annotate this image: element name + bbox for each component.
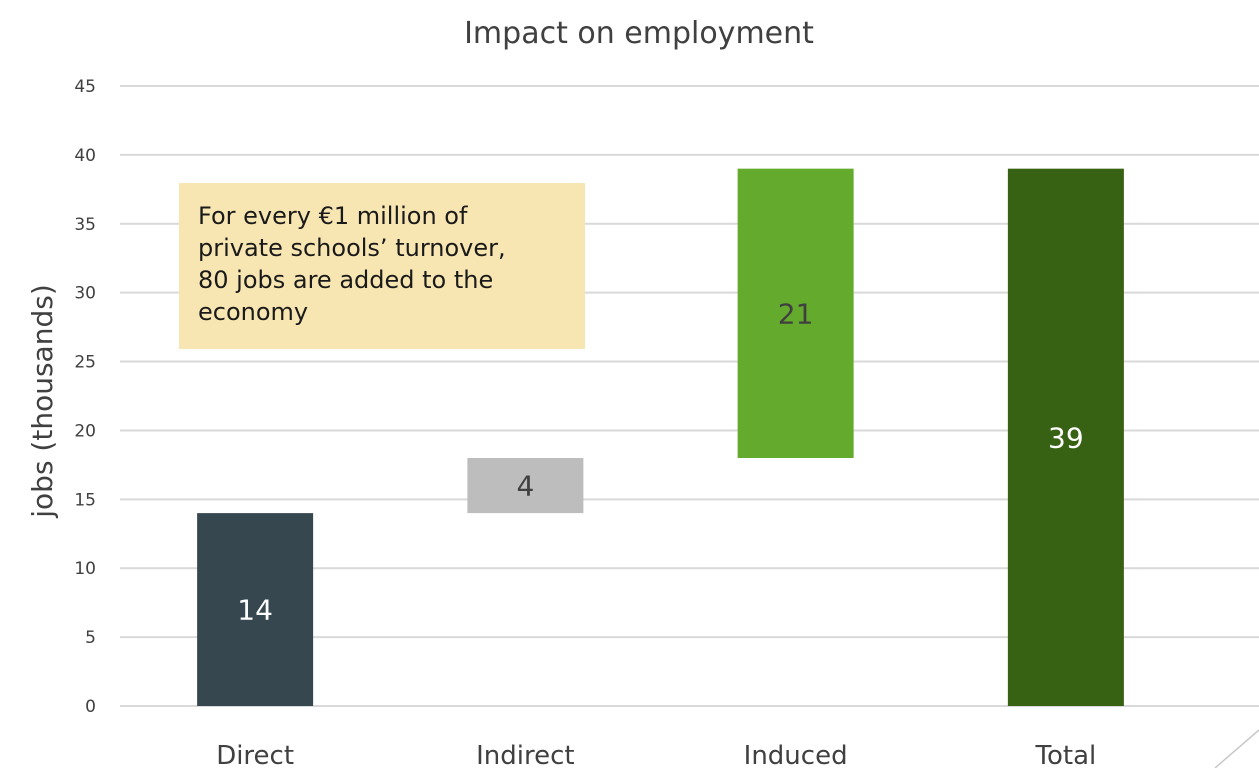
y-tick-label: 25	[74, 353, 96, 373]
bar-induced	[737, 168, 854, 458]
data-label: 21	[778, 297, 814, 330]
annotation-line: economy	[198, 298, 308, 326]
y-tick-label: 15	[74, 490, 96, 510]
y-axis-ticks: 0 5 10 15 20 25 30 35 40 45	[74, 77, 96, 717]
annotation-line: For every €1 million of	[198, 202, 468, 230]
x-category-label: Direct	[216, 741, 294, 768]
bar-indirect	[467, 458, 584, 514]
y-tick-label: 10	[74, 559, 96, 579]
slide-corner-line	[1214, 729, 1259, 768]
x-category-label: Indirect	[476, 741, 574, 768]
y-tick-label: 45	[74, 77, 96, 97]
data-label: 14	[237, 594, 273, 627]
y-tick-label: 40	[74, 146, 96, 166]
annotation-line: private schools’ turnover,	[198, 234, 506, 262]
y-tick-label: 0	[85, 697, 96, 717]
y-tick-label: 20	[74, 421, 96, 441]
x-category-label: Total	[1035, 741, 1097, 768]
annotation-line: 80 jobs are added to the	[198, 266, 493, 294]
y-axis-label: jobs (thousands)	[26, 284, 59, 518]
bar-total	[1007, 168, 1124, 706]
chart-title: Impact on employment	[464, 16, 814, 51]
data-label: 39	[1048, 421, 1084, 454]
y-tick-label: 35	[74, 215, 96, 235]
y-tick-label: 5	[85, 628, 96, 648]
bar-direct	[197, 513, 314, 706]
x-category-label: Induced	[744, 741, 848, 768]
annotation-box: For every €1 million of private schools’ …	[179, 183, 585, 349]
x-axis-categories: Direct Indirect Induced Total	[216, 741, 1096, 768]
annotation-background	[179, 183, 585, 349]
bars: 14 4 21 39	[197, 168, 1124, 706]
y-tick-label: 30	[74, 284, 96, 304]
data-label: 4	[516, 470, 534, 503]
